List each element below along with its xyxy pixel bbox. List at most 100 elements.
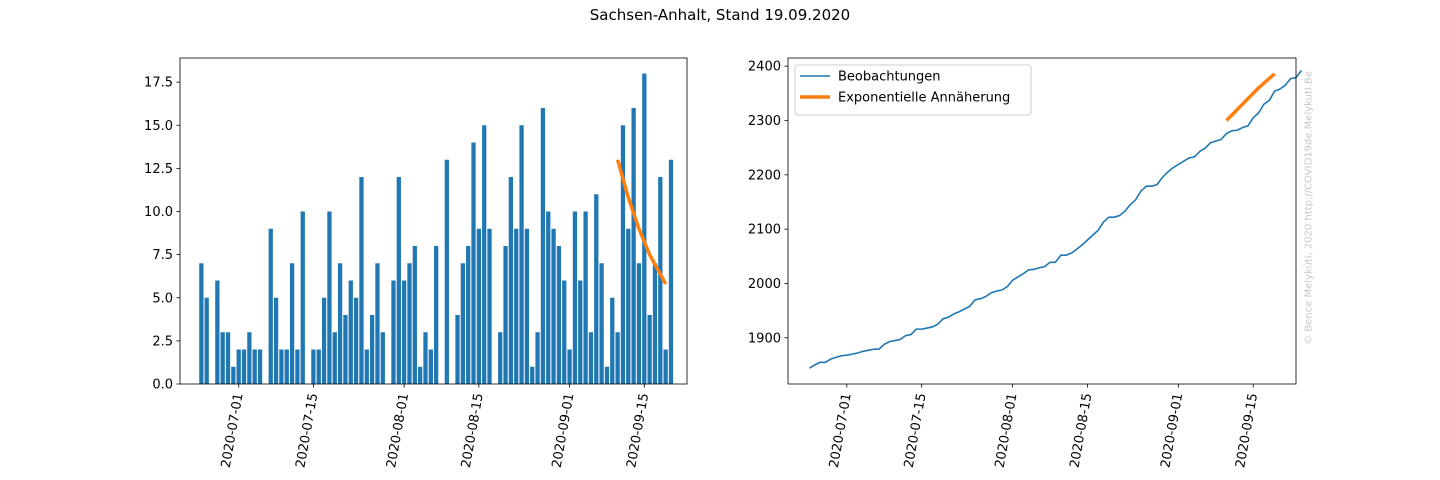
bar [241,349,247,384]
bar [487,228,492,384]
bar [300,211,305,384]
bar [524,228,530,384]
bar [257,349,263,384]
bar [647,315,652,384]
bar [631,108,636,384]
bar [343,315,348,384]
legend: Beobachtungen Exponentielle Annäherung [794,64,1032,116]
bar [556,246,562,384]
bar [434,246,439,384]
y-tick-label: 2400 [748,60,781,75]
axes-frame [787,57,1297,385]
bar [220,332,225,384]
bar [284,349,289,384]
y-tick-label: 2300 [748,114,781,129]
bar [348,280,353,384]
bar [252,349,257,384]
bar [231,366,236,384]
bar [583,211,588,384]
bar [519,125,524,385]
x-tick-label: 2020-09-01 [1158,392,1186,469]
y-tick-label: 2100 [748,223,781,238]
bar [327,211,332,384]
bar [407,263,412,384]
bar [444,159,449,384]
bar [364,349,369,384]
fit-line [615,159,668,285]
bar [551,228,556,384]
bar [268,228,273,384]
bar [572,211,578,384]
bar [460,263,465,384]
y-tick-label: 10.0 [144,205,173,220]
bar [225,332,231,384]
bar [428,349,433,384]
axes-frame [179,57,688,385]
bar [215,280,220,384]
bar [455,315,460,384]
bar [396,177,401,384]
bar [295,349,300,384]
bar [375,263,380,384]
bar [562,280,567,384]
bar [668,159,674,384]
bar [204,297,209,384]
x-tick-label: 2020-08-01 [384,392,412,469]
y-tick-label: 2200 [748,168,781,183]
bar [289,263,295,384]
bar [604,366,610,384]
bar [663,349,668,384]
y-tick-label: 17.5 [144,76,173,91]
bar [508,177,514,384]
x-tick-label: 2020-08-01 [993,392,1021,469]
y-tick-label: 15.0 [144,119,173,134]
y-tick-label: 1900 [748,331,781,346]
figure-title: Sachsen-Anhalt, Stand 19.09.2020 [589,6,851,24]
bar [588,332,594,384]
x-tick-label: 2020-09-15 [1233,392,1261,469]
observations-line [808,70,1302,369]
bar [567,349,572,384]
fit-line [1225,72,1276,122]
bar [279,349,284,384]
bar [402,280,407,384]
bar [476,228,481,384]
bar [578,280,583,384]
bar [337,263,343,384]
bar [658,177,663,384]
y-tick-label: 5.0 [152,291,173,306]
bar [610,297,615,384]
y-tick-label: 2000 [748,277,781,292]
bar [369,315,375,384]
bar [503,246,508,384]
x-tick-label: 2020-07-01 [219,392,247,469]
bar [236,349,241,384]
bar [273,297,279,384]
x-tick-label: 2020-07-15 [902,392,930,469]
bar [498,332,503,384]
x-tick-label: 2020-08-15 [1067,392,1095,469]
bar [636,263,642,384]
bar [535,332,540,384]
bar [380,332,385,384]
bar [546,211,551,384]
legend-label: Beobachtungen [838,70,941,85]
bar [594,194,599,384]
bar [321,297,327,384]
x-tick-label: 2020-07-01 [827,392,855,469]
x-tick-label: 2020-08-15 [459,392,487,469]
bar [626,228,631,384]
bar [353,297,359,384]
x-tick-label: 2020-07-15 [293,392,321,469]
y-tick-label: 0.0 [152,378,173,393]
bar [514,228,519,384]
bar [247,332,252,384]
bar [482,125,487,385]
bar [311,349,316,384]
y-tick-label: 12.5 [144,162,173,177]
bar [316,349,321,384]
bar [471,142,476,384]
bar [620,125,626,385]
bar [615,332,620,384]
